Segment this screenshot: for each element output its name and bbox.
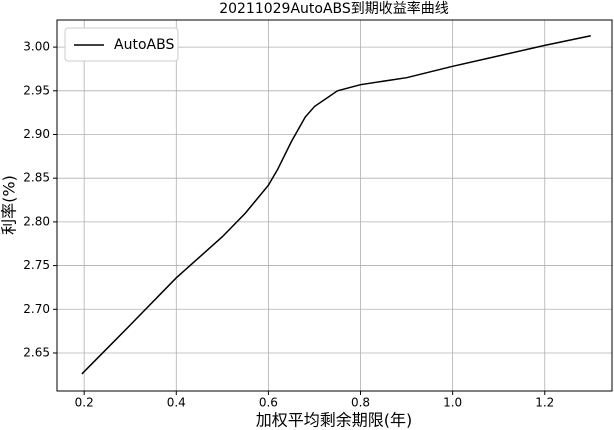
y-tick-label: 2.85 bbox=[23, 171, 50, 185]
y-tick-label: 2.75 bbox=[23, 258, 50, 272]
plot-frame bbox=[56, 19, 613, 392]
y-tick-label: 2.70 bbox=[23, 302, 50, 316]
line-series bbox=[81, 34, 591, 375]
x-tick-label: 0.8 bbox=[351, 396, 370, 410]
legend-label: AutoABS bbox=[114, 37, 174, 53]
y-tick-label: 2.95 bbox=[23, 83, 50, 97]
legend-box bbox=[64, 27, 179, 62]
y-tick-label: 2.80 bbox=[23, 214, 50, 228]
x-tick-label: 0.4 bbox=[167, 396, 186, 410]
x-tick-label: 1.2 bbox=[535, 396, 554, 410]
y-axis-label: 利率(%) bbox=[0, 175, 19, 235]
x-tick-label: 1.0 bbox=[443, 396, 462, 410]
y-tick-label: 2.65 bbox=[23, 345, 50, 359]
y-tick-label: 2.90 bbox=[23, 127, 50, 141]
x-tick-label: 0.2 bbox=[75, 396, 94, 410]
x-tick-label: 0.6 bbox=[259, 396, 278, 410]
x-axis-label: 加权平均剩余期限(年) bbox=[256, 411, 413, 430]
y-tick-label: 3.00 bbox=[23, 40, 50, 54]
chart-title: 20211029AutoABS到期收益率曲线 bbox=[219, 0, 449, 17]
